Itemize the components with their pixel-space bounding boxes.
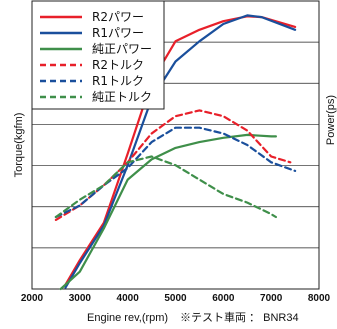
x-tick-label: 8000 [308,293,331,304]
x-axis-label: Engine rev,(rpm) [87,312,168,324]
legend-label: R1パワー [92,26,144,40]
series-layer [54,14,297,291]
x-tick-label: 6000 [212,293,235,304]
legend-label: 純正トルク [92,90,152,104]
y-axis-right-label: Power(ps) [325,95,337,145]
legend-label: R2トルク [92,58,144,72]
x-tick-label: 4000 [117,293,140,304]
x-tick-label: 3000 [69,293,92,304]
x-tick-label: 5000 [164,293,187,304]
x-tick-label: 2000 [21,293,44,304]
plot-frame [31,0,320,290]
legend-label: R2パワー [92,10,144,24]
legend-label: 純正パワー [92,42,152,56]
legend-box [31,0,165,110]
x-tick-label: 7000 [260,293,283,304]
legend-label: R1トルク [92,74,144,88]
series-line-2 [64,14,297,289]
series-line-3 [59,133,277,291]
test-vehicle-note: ※テスト車両 ： BNR34 [180,310,299,324]
series-line-5 [54,126,297,219]
x-tick-labels: 2000 3000 4000 5000 6000 7000 8000 [21,293,331,304]
series-line-4 [54,109,292,221]
series-line-6 [54,155,277,219]
y-axis-label: Torque(kgfm) [13,113,25,178]
